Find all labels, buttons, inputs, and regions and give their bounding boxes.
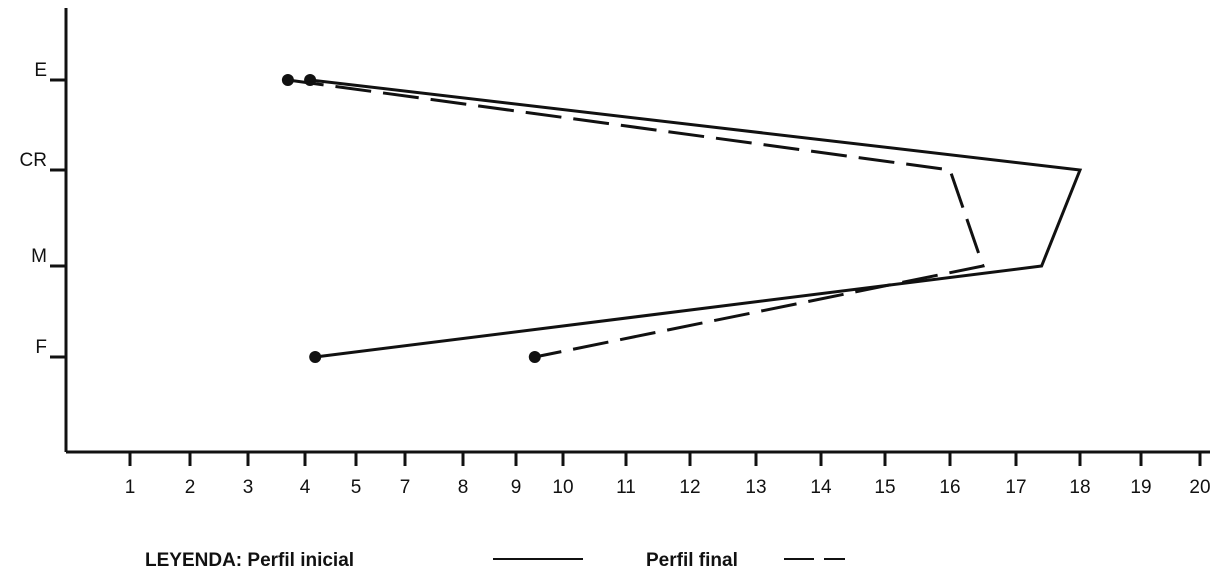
- x-tick-label: 16: [939, 477, 960, 498]
- data-point-marker: [309, 351, 322, 363]
- x-tick-label: 17: [1005, 477, 1026, 498]
- y-category-label: CR: [20, 150, 47, 171]
- x-tick-label: 7: [400, 477, 411, 498]
- x-tick-label: 8: [458, 477, 469, 498]
- legend: LEYENDA: Perfil inicial Perfil final: [145, 550, 845, 571]
- x-tick-label: 3: [243, 477, 254, 498]
- x-tick-label: 13: [745, 477, 766, 498]
- y-category-labels: E CR M F: [20, 60, 66, 359]
- x-tick-label: 5: [351, 477, 362, 498]
- x-tick-label: 10: [552, 477, 573, 498]
- x-tick-label: 18: [1069, 477, 1090, 498]
- x-tick-label: 19: [1130, 477, 1151, 498]
- y-category-label: M: [31, 246, 47, 267]
- series-line-initial: [309, 78, 1083, 359]
- x-tick-labels: 1 2 3 4 5 7 8 9 10 11 12 13 14 15 16 17 18 19 20: [125, 452, 1210, 498]
- x-tick-label: 1: [125, 477, 136, 498]
- x-tick-label: 14: [810, 477, 832, 498]
- x-tick-label: 12: [679, 477, 700, 498]
- data-point-marker: [281, 74, 294, 86]
- y-category-label: E: [34, 60, 47, 81]
- data-point-marker: [528, 351, 541, 363]
- axes: [64, 8, 1210, 454]
- series-lines: [281, 74, 1083, 363]
- y-category-label: F: [35, 337, 47, 358]
- x-tick-label: 15: [874, 477, 895, 498]
- x-tick-label: 20: [1189, 477, 1210, 498]
- x-tick-label: 11: [616, 477, 636, 498]
- legend-label-final: Perfil final: [646, 550, 738, 571]
- legend-label-initial: LEYENDA: Perfil inicial: [145, 550, 354, 571]
- x-tick-label: 2: [185, 477, 196, 498]
- x-tick-label: 9: [511, 477, 522, 498]
- x-tick-label: 4: [300, 477, 311, 498]
